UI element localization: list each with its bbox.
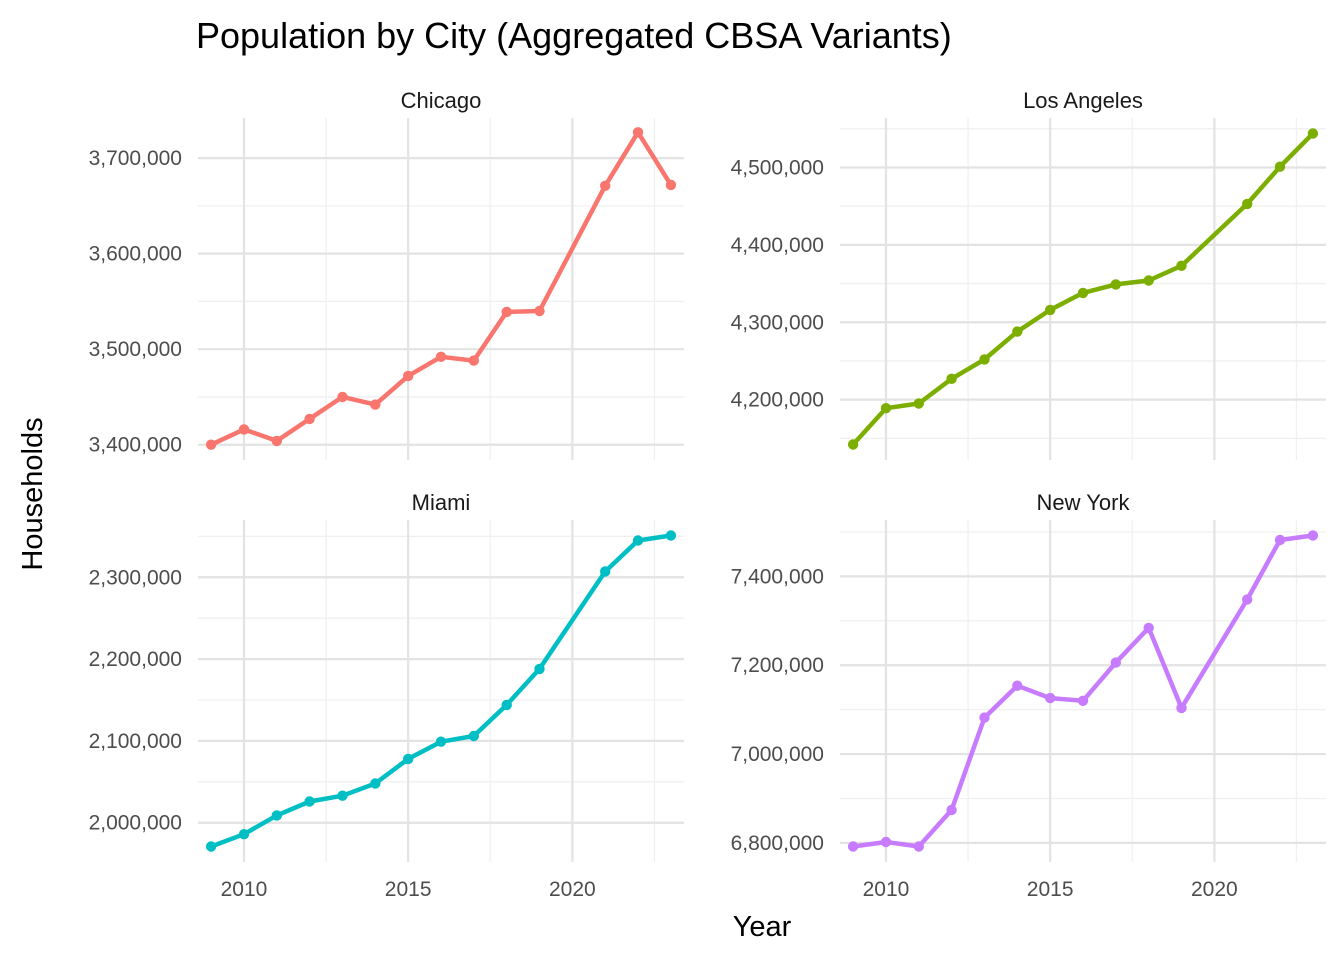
y-tick-label: 7,200,000: [731, 654, 824, 677]
facet-label-miami: Miami: [412, 490, 471, 515]
x-tick-label: 2020: [1191, 878, 1238, 901]
data-point: [435, 351, 447, 362]
series-line-los-angeles: [850, 131, 1316, 447]
data-point: [1110, 279, 1122, 290]
y-tick-label: 4,500,000: [731, 157, 824, 180]
data-point: [1307, 530, 1319, 541]
data-point: [337, 790, 348, 801]
y-tick-label: 4,300,000: [731, 311, 824, 334]
data-point: [1143, 622, 1154, 634]
data-point: [238, 829, 250, 840]
y-tick-label: 7,400,000: [731, 565, 824, 588]
data-point: [1307, 128, 1319, 139]
data-point: [946, 373, 957, 384]
panel-chicago: 3,400,000 3,500,000 3,600,000 3,700,000 Chic…: [89, 88, 684, 460]
data-point: [403, 370, 414, 382]
data-point: [403, 753, 414, 765]
y-tick-label: 2,200,000: [89, 648, 182, 671]
data-point: [1176, 702, 1187, 714]
panel-miami: 2010 2015 2020 2,000,000 2,100,000 2,200,000 2…: [89, 490, 684, 901]
data-point: [370, 399, 381, 410]
data-point: [913, 841, 924, 852]
data-point: [205, 841, 217, 852]
data-point: [665, 179, 677, 191]
y-tick-label: 3,600,000: [89, 243, 182, 266]
y-tick-label: 3,400,000: [89, 434, 182, 457]
y-tick-label: 7,000,000: [731, 743, 824, 766]
data-point: [880, 403, 892, 414]
data-point: [1077, 287, 1089, 299]
y-tick-label: 4,400,000: [731, 234, 824, 257]
data-point: [1077, 695, 1089, 706]
series-line-miami: [208, 533, 674, 849]
data-point: [501, 306, 512, 318]
data-point: [468, 730, 479, 742]
data-point: [238, 424, 250, 435]
data-point: [205, 439, 217, 450]
data-point: [1045, 304, 1056, 316]
data-point: [370, 778, 381, 789]
data-point: [1242, 198, 1253, 210]
data-point: [979, 354, 990, 365]
x-tick-label: 2010: [221, 878, 268, 901]
y-tick-label: 6,800,000: [731, 832, 824, 855]
data-point: [534, 663, 545, 675]
data-point: [600, 180, 611, 191]
data-point: [1012, 680, 1023, 691]
series-line-new-york: [850, 533, 1316, 849]
data-point: [337, 391, 348, 403]
data-point: [1176, 260, 1187, 271]
y-tick-label: 4,200,000: [731, 389, 824, 412]
data-point: [1274, 161, 1286, 172]
data-point: [632, 535, 644, 546]
data-point: [1045, 692, 1056, 704]
x-axis-label: Year: [733, 911, 792, 943]
data-point: [271, 810, 282, 821]
chart-title: Population by City (Aggregated CBSA Vari…: [196, 15, 952, 56]
facet-label-chicago: Chicago: [401, 88, 482, 113]
y-tick-label: 2,100,000: [89, 730, 182, 753]
y-axis-label: Households: [17, 417, 49, 570]
data-point: [468, 355, 479, 366]
data-point: [1274, 534, 1286, 546]
x-tick-label: 2020: [549, 878, 596, 901]
data-point: [271, 435, 282, 447]
data-point: [534, 305, 545, 317]
data-point: [979, 712, 990, 723]
y-tick-label: 2,000,000: [89, 812, 182, 835]
data-point: [1012, 326, 1023, 337]
x-tick-label: 2010: [863, 878, 910, 901]
data-point: [1242, 594, 1253, 605]
data-point: [632, 127, 644, 138]
data-point: [435, 736, 447, 747]
data-point: [501, 699, 512, 711]
y-tick-label: 3,700,000: [89, 147, 182, 170]
chart-panels: 3,400,000 3,500,000 3,600,000 3,700,000 Chic…: [89, 88, 1326, 901]
data-point: [665, 530, 677, 541]
facet-label-los-angeles: Los Angeles: [1023, 88, 1143, 113]
facet-label-new-york: New York: [1037, 490, 1131, 515]
data-point: [1143, 275, 1154, 286]
y-tick-label: 2,300,000: [89, 566, 182, 589]
data-point: [880, 836, 892, 848]
data-point: [600, 566, 611, 577]
series-line-chicago: [208, 130, 674, 447]
data-point: [847, 841, 859, 852]
data-point: [847, 439, 859, 450]
data-point: [304, 796, 315, 807]
data-point: [1110, 657, 1122, 668]
y-tick-label: 3,500,000: [89, 338, 182, 361]
panel-new-york: 2010 2015 2020 6,800,000 7,000,000 7,200,000 7…: [731, 490, 1326, 901]
x-tick-label: 2015: [385, 878, 432, 901]
data-point: [946, 804, 957, 816]
data-point: [304, 413, 315, 425]
panel-los-angeles: 4,200,000 4,300,000 4,400,000 4,500,000 Los …: [731, 88, 1326, 460]
x-tick-label: 2015: [1027, 878, 1074, 901]
data-point: [913, 398, 924, 409]
